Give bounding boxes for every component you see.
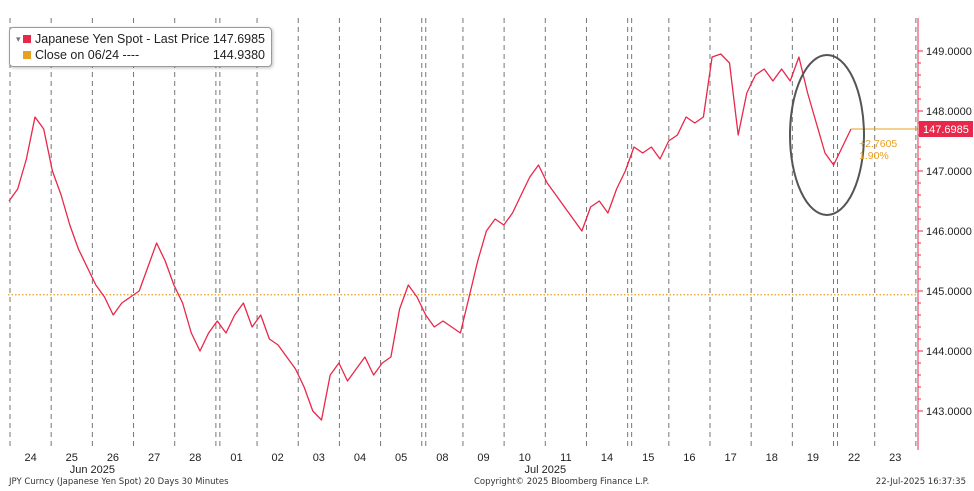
x-tick-label: 17 bbox=[724, 452, 736, 464]
x-tick-label: 19 bbox=[807, 452, 819, 464]
legend-item-close: Close on 06/24 ---- 144.9380 bbox=[16, 47, 265, 63]
x-axis: 24 25 26 27 28 01 02 03 04 05 08 09 10 11 14 15 16 17 18 19… bbox=[24, 452, 901, 476]
y-tick-label: 148.0000 bbox=[926, 106, 972, 118]
y-tick-label: 144.0000 bbox=[926, 346, 972, 358]
x-month-label: Jul 2025 bbox=[524, 464, 566, 476]
y-tick-label: 143.0000 bbox=[926, 406, 972, 418]
x-tick-label: 11 bbox=[560, 452, 571, 464]
legend-swatch-orange bbox=[23, 51, 31, 59]
x-tick-label: 04 bbox=[354, 452, 366, 464]
y-axis: 143.0000 144.0000 145.0000 146.0000 147.0000… bbox=[917, 18, 973, 450]
pin-icon: ▾ bbox=[16, 34, 21, 44]
y-tick-label: 145.0000 bbox=[926, 286, 972, 298]
footer-copyright: Copyright© 2025 Bloomberg Finance L.P. bbox=[474, 477, 650, 487]
x-tick-label: 25 bbox=[66, 452, 78, 464]
legend-item-price: ▾ Japanese Yen Spot - Last Price 147.6985 bbox=[16, 31, 265, 47]
change-pct-label: 1.90% bbox=[859, 150, 889, 162]
footer-ticker: JPY Curncy (Japanese Yen Spot) 20 Days 3… bbox=[9, 477, 229, 487]
x-tick-label: 23 bbox=[889, 452, 901, 464]
y-tick-label: 149.0000 bbox=[926, 46, 972, 58]
x-tick-label: 18 bbox=[766, 452, 778, 464]
x-tick-label: 02 bbox=[272, 452, 284, 464]
x-tick-label: 16 bbox=[683, 452, 695, 464]
x-tick-label: 05 bbox=[395, 452, 407, 464]
x-month-label: Jun 2025 bbox=[70, 464, 115, 476]
y-tick-label: 147.0000 bbox=[926, 166, 972, 178]
x-tick-label: 09 bbox=[477, 452, 489, 464]
legend-value-close: 144.9380 bbox=[212, 48, 265, 62]
price-series-group bbox=[8, 53, 852, 421]
footer-timestamp: 22-Jul-2025 16:37:35 bbox=[875, 477, 966, 487]
legend-label-price: Japanese Yen Spot - Last Price bbox=[35, 32, 210, 46]
x-tick-label: 27 bbox=[148, 452, 160, 464]
x-tick-label: 28 bbox=[189, 452, 201, 464]
legend-label-close: Close on 06/24 ---- bbox=[35, 48, 140, 62]
x-tick-label: 03 bbox=[313, 452, 325, 464]
legend: ▾ Japanese Yen Spot - Last Price 147.6985… bbox=[9, 27, 272, 67]
x-tick-label: 01 bbox=[230, 452, 242, 464]
change-label: +2.7605 bbox=[859, 138, 897, 150]
x-tick-label: 14 bbox=[601, 452, 613, 464]
x-tick-label: 24 bbox=[24, 452, 36, 464]
price-line bbox=[8, 53, 852, 421]
legend-value-price: 147.6985 bbox=[212, 32, 265, 46]
last-price-badge-label: 147.6985 bbox=[923, 124, 969, 136]
day-gridlines bbox=[9, 18, 917, 450]
x-tick-label: 08 bbox=[436, 452, 448, 464]
x-tick-label: 26 bbox=[107, 452, 119, 464]
x-tick-label: 22 bbox=[848, 452, 860, 464]
y-tick-label: 146.0000 bbox=[926, 226, 972, 238]
highlight-circle bbox=[789, 54, 865, 216]
x-tick-label: 10 bbox=[519, 452, 531, 464]
x-tick-label: 15 bbox=[642, 452, 654, 464]
last-price-badge bbox=[919, 121, 973, 137]
legend-swatch-red bbox=[23, 35, 31, 43]
